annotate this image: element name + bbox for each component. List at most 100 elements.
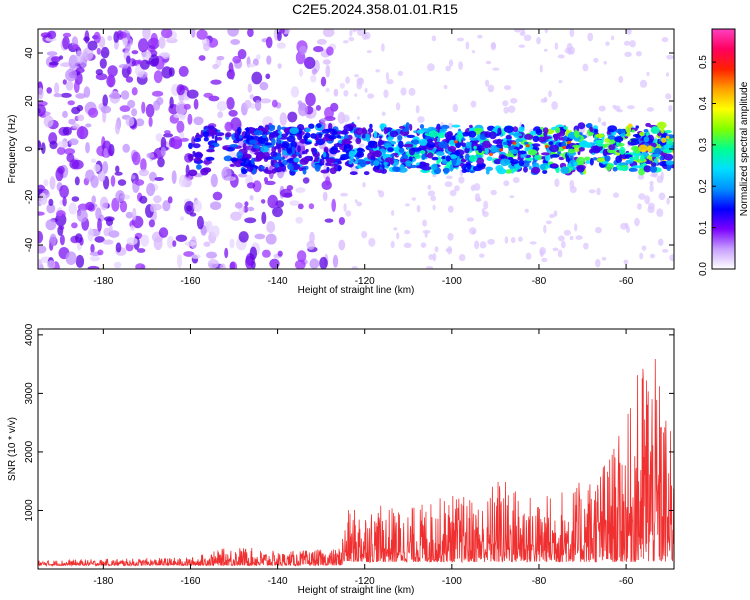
spectrogram-cell xyxy=(196,215,204,230)
spectrogram-cell xyxy=(115,190,125,203)
spectrogram-cell xyxy=(110,175,116,187)
spectrogram-cell xyxy=(487,84,495,93)
spectrogram-cell xyxy=(254,151,264,156)
spectrogram-cell xyxy=(390,240,395,249)
snr-x-tick-label: -140 xyxy=(268,576,288,587)
spectrogram-cell xyxy=(79,125,84,139)
spectrogram-cell xyxy=(54,82,60,95)
spectrogram-cell xyxy=(175,234,188,242)
spectrogram-cell xyxy=(574,223,578,232)
spectrogram-cell xyxy=(193,152,204,158)
spectrogram-cell xyxy=(183,103,191,110)
spectrogram-cell xyxy=(148,116,153,127)
spectrogram-cell xyxy=(326,46,334,56)
spectrogram-cell xyxy=(563,135,568,141)
spectrogram-cell xyxy=(344,161,350,167)
spectrogram-cell xyxy=(370,159,374,167)
spectrogram-cell xyxy=(421,152,426,160)
spectrogram-cell xyxy=(131,108,138,117)
spectrogram-cell xyxy=(255,153,263,162)
spectrogram-cell xyxy=(523,166,528,173)
spectrogram-cell xyxy=(543,48,548,52)
spectrogram-cell xyxy=(649,165,658,173)
spectrogram-cell xyxy=(187,113,193,125)
spectrogram-cell xyxy=(47,30,57,40)
spectrogram-cell xyxy=(291,146,296,155)
spectrogram-cell xyxy=(549,213,555,219)
spectrogram-cell xyxy=(537,136,547,143)
spectrogram-cell xyxy=(65,251,77,265)
spectrogram-cell xyxy=(452,103,458,113)
spectrogram-cell xyxy=(264,124,270,133)
spectrogram-cell xyxy=(617,162,628,166)
spectrogram-cell xyxy=(524,208,529,213)
spectrogram-cell xyxy=(278,159,282,164)
spectrogram-cell xyxy=(99,58,107,69)
spectrogram-cell xyxy=(274,162,280,168)
spectrogram-cell xyxy=(177,254,183,269)
spectrogram-cell xyxy=(616,109,624,113)
spectrogram-cell xyxy=(246,63,256,68)
spectrogram-cell xyxy=(302,168,307,175)
spectrogram-cell xyxy=(60,92,72,98)
spectrogram-cell xyxy=(43,115,54,128)
snr-x-tick-label: -100 xyxy=(442,576,462,587)
spectrogram-cell xyxy=(241,168,248,174)
spectrogram-cell xyxy=(432,173,437,178)
spectrogram-cell xyxy=(541,257,548,263)
spectrogram-cell xyxy=(540,98,547,103)
spectrogram-cell xyxy=(368,237,376,247)
spectrogram-cell xyxy=(364,88,368,93)
spectrogram-cell xyxy=(647,206,655,214)
spectrogram-cell xyxy=(432,252,437,262)
spectrogram-cell xyxy=(154,177,164,181)
spectrogram-cell xyxy=(420,242,427,249)
spectrogram-cell xyxy=(628,167,638,172)
spectrogram-cell xyxy=(184,241,197,247)
spectrogram-cell xyxy=(666,54,674,60)
spectrogram-cell xyxy=(138,38,149,53)
spectrogram-cell xyxy=(383,89,389,98)
spectrogram-cell xyxy=(502,141,508,145)
spectrogram-cell xyxy=(82,47,94,61)
spectrogram-cell xyxy=(203,92,213,98)
spectrogram-cell xyxy=(422,230,431,234)
spectrogram-cell xyxy=(503,85,512,91)
spectrogram-cell xyxy=(331,149,341,153)
colorbar-ticks: 0.0 0.1 0.2 0.3 0.4 0.5 xyxy=(698,55,716,276)
spectrogram-cell xyxy=(445,65,452,72)
spectrogram-cell xyxy=(627,105,635,110)
spectrogram-cell xyxy=(345,76,350,84)
spectrogram-cell xyxy=(148,54,160,67)
spectrogram-cell xyxy=(385,72,389,81)
spectrogram-cell xyxy=(62,32,72,38)
spectrogram-cell xyxy=(244,217,257,224)
spectrogram-cell xyxy=(605,41,610,46)
colorbar-tick-label: 0.2 xyxy=(698,179,709,193)
spectrogram-cell xyxy=(587,32,594,42)
spectrogram-cell xyxy=(623,259,629,265)
spectrogram-cell xyxy=(378,135,383,139)
spectrogram-cell xyxy=(186,89,199,99)
spectrogram-cell xyxy=(639,79,648,88)
spectrogram-cell xyxy=(544,144,549,149)
spectrogram-cell xyxy=(206,149,215,153)
spectrogram-cell xyxy=(136,248,146,253)
spectrogram-cell xyxy=(381,43,385,52)
spectrogram-cell xyxy=(62,110,68,118)
spectrogram-cell xyxy=(518,236,523,242)
spectrogram-cell xyxy=(670,144,674,151)
spectrogram-cell xyxy=(557,54,565,59)
spectrogram-cell xyxy=(385,157,394,163)
spectrogram-cell xyxy=(589,126,594,133)
spectrogram-cell xyxy=(87,227,94,242)
spectrogram-cell xyxy=(549,144,559,153)
spectrogram-cell xyxy=(148,219,155,228)
spectrogram-cell xyxy=(196,29,208,40)
spectrogram-cell xyxy=(659,155,664,161)
spectrogram-cell xyxy=(250,103,256,109)
spectrogram-cell xyxy=(510,237,516,244)
spectrogram-cell xyxy=(431,156,439,161)
spectrogram-cell xyxy=(102,239,114,245)
spectrogram-cell xyxy=(340,192,349,197)
